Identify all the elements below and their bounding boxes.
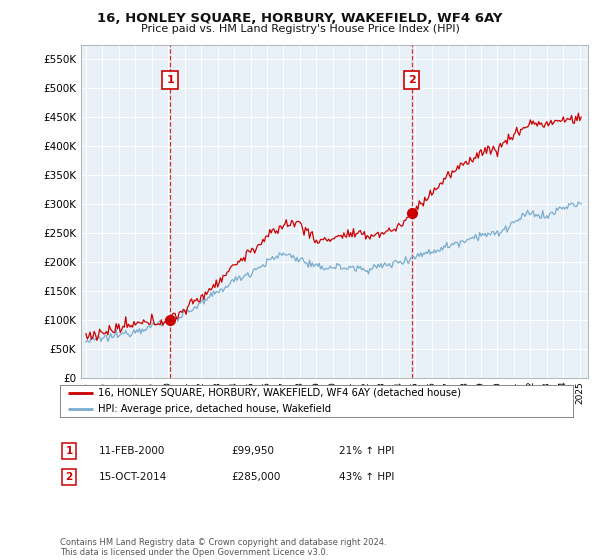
Text: HPI: Average price, detached house, Wakefield: HPI: Average price, detached house, Wake…	[98, 404, 332, 414]
Text: 2: 2	[408, 75, 416, 85]
Text: 1: 1	[166, 75, 174, 85]
Text: £99,950: £99,950	[231, 446, 274, 456]
Text: 43% ↑ HPI: 43% ↑ HPI	[339, 472, 394, 482]
Text: 11-FEB-2000: 11-FEB-2000	[99, 446, 166, 456]
Text: 16, HONLEY SQUARE, HORBURY, WAKEFIELD, WF4 6AY: 16, HONLEY SQUARE, HORBURY, WAKEFIELD, W…	[97, 12, 503, 25]
Text: 16, HONLEY SQUARE, HORBURY, WAKEFIELD, WF4 6AY (detached house): 16, HONLEY SQUARE, HORBURY, WAKEFIELD, W…	[98, 388, 461, 398]
Text: 2: 2	[65, 472, 73, 482]
Text: £285,000: £285,000	[231, 472, 280, 482]
Text: Contains HM Land Registry data © Crown copyright and database right 2024.
This d: Contains HM Land Registry data © Crown c…	[60, 538, 386, 557]
Text: 21% ↑ HPI: 21% ↑ HPI	[339, 446, 394, 456]
Text: 15-OCT-2014: 15-OCT-2014	[99, 472, 167, 482]
Text: 1: 1	[65, 446, 73, 456]
Text: Price paid vs. HM Land Registry's House Price Index (HPI): Price paid vs. HM Land Registry's House …	[140, 24, 460, 34]
